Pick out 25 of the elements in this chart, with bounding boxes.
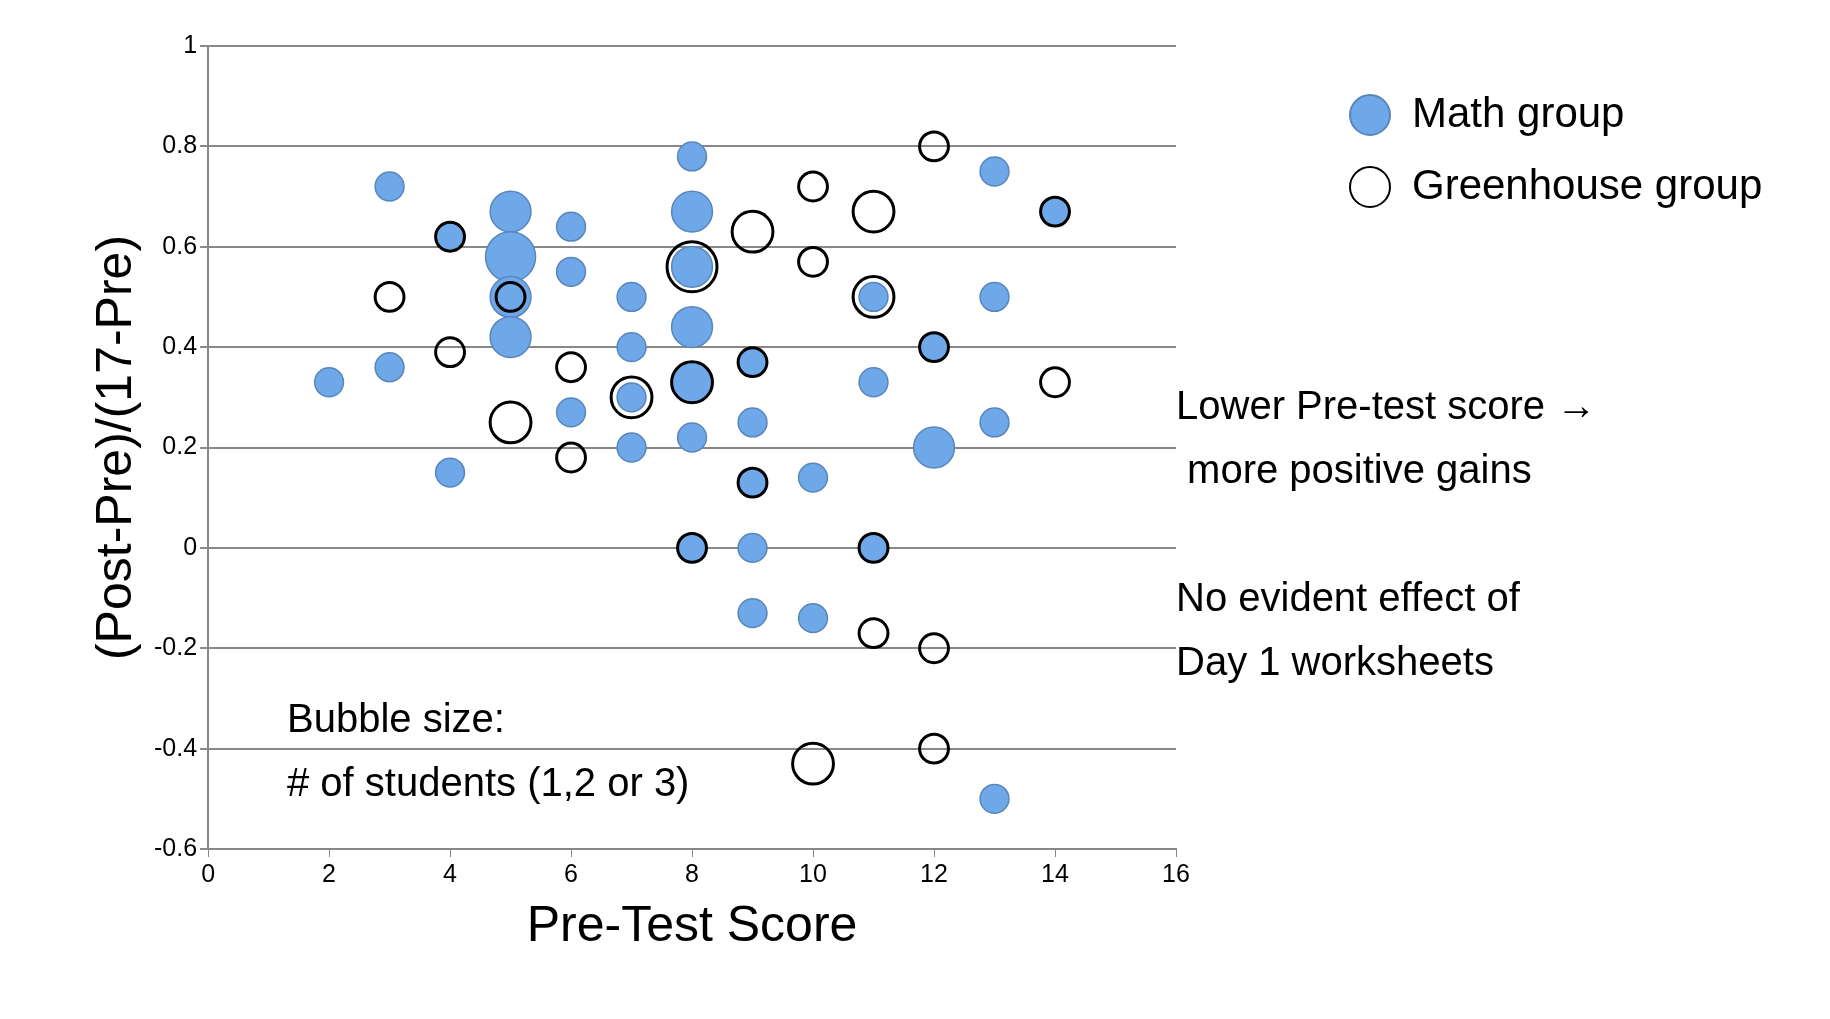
- y-tick-label: 0: [183, 531, 198, 560]
- y-tick-label: 0.4: [162, 331, 198, 360]
- x-tick-label: 14: [1041, 858, 1070, 887]
- x-tick-label: 4: [443, 858, 458, 887]
- x-tick-label: 0: [201, 858, 216, 887]
- y-tick-label: -0.6: [153, 832, 198, 861]
- x-tick-label: 2: [322, 858, 337, 887]
- y-tick-label: 0.8: [162, 130, 198, 159]
- y-tick-label: -0.2: [153, 632, 198, 661]
- legend-label: Math group: [1412, 88, 1625, 136]
- x-tick-label: 12: [920, 858, 948, 887]
- y-tick-label: 0.2: [162, 431, 198, 460]
- x-tick-label: 10: [799, 858, 827, 887]
- x-tick-label: 16: [1162, 858, 1190, 887]
- y-axis-title: (Post-Pre)/(17-Pre): [85, 234, 142, 661]
- annotation: Bubble size: # of students (1,2 or 3): [287, 696, 690, 805]
- y-tick-label: -0.4: [153, 732, 198, 761]
- x-axis-title: Pre-Test Score: [526, 895, 858, 952]
- annotation: Lower Pre-test score → more positive gains: [1176, 383, 1597, 492]
- annotation: No evident effect of Day 1 worksheets: [1176, 575, 1521, 684]
- y-tick-label: 0.6: [162, 230, 198, 259]
- x-tick-label: 6: [564, 858, 578, 887]
- x-tick-label: 8: [685, 858, 699, 887]
- y-tick-label: 1: [183, 29, 198, 58]
- legend-label: Greenhouse group: [1412, 160, 1763, 208]
